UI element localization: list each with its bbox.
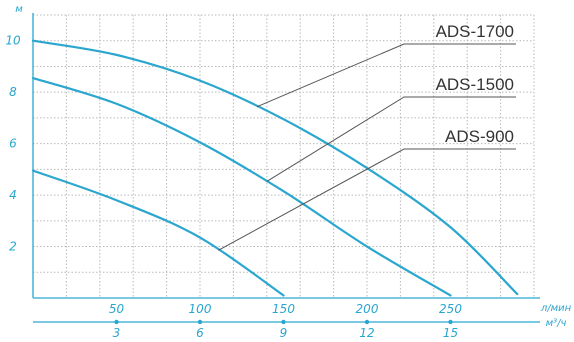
x2-tick-mark bbox=[281, 319, 286, 325]
y-tick-label: 4 bbox=[9, 188, 17, 202]
x2-tick-mark bbox=[448, 319, 453, 325]
curve-ads-1700 bbox=[31, 39, 519, 296]
x2-tick-mark bbox=[197, 319, 203, 325]
x2-tick-label: 9 bbox=[280, 326, 288, 340]
y-tick-label: 2 bbox=[9, 240, 17, 254]
curves bbox=[31, 39, 519, 297]
series-label-ads-1700: ADS-1700 bbox=[436, 22, 514, 41]
x2-tick-label: 15 bbox=[443, 326, 458, 340]
x-tick-label: 250 bbox=[439, 302, 462, 316]
x-tick-label: 200 bbox=[356, 302, 379, 316]
x2-tick-mark bbox=[364, 319, 370, 325]
y-tick-label: 10 bbox=[5, 34, 21, 48]
series-label-ads-900: ADS-900 bbox=[445, 127, 514, 146]
curve-ads-1500 bbox=[31, 76, 452, 297]
x2-tick-mark bbox=[114, 319, 119, 325]
leader-line bbox=[218, 148, 516, 251]
x-tick-label: 150 bbox=[272, 302, 295, 316]
leader-line bbox=[266, 96, 516, 182]
curve-ads-900 bbox=[31, 169, 285, 297]
x-axis-unit: л/мин bbox=[540, 303, 572, 314]
labels: ADS-1700 ADS-1500 ADS-900 bbox=[218, 22, 516, 251]
x-tick-label: 100 bbox=[189, 302, 212, 316]
y-axis-unit: м bbox=[15, 4, 23, 15]
x2-tick-label: 12 bbox=[359, 326, 374, 340]
y-tick-label: 8 bbox=[9, 85, 17, 99]
axes: 2 4 6 8 10 м 50 100 150 200 250 3 6 9 12 15 л/мин м³/ч bbox=[5, 4, 571, 340]
x2-axis-unit: м³/ч bbox=[546, 318, 567, 329]
x2-tick-label: 6 bbox=[196, 326, 204, 340]
grid bbox=[33, 14, 535, 298]
y-tick-label: 6 bbox=[9, 137, 17, 151]
series-label-ads-1500: ADS-1500 bbox=[436, 75, 514, 94]
x2-tick-label: 3 bbox=[113, 326, 121, 340]
leader-line bbox=[256, 43, 516, 108]
x-tick-label: 50 bbox=[109, 302, 125, 316]
